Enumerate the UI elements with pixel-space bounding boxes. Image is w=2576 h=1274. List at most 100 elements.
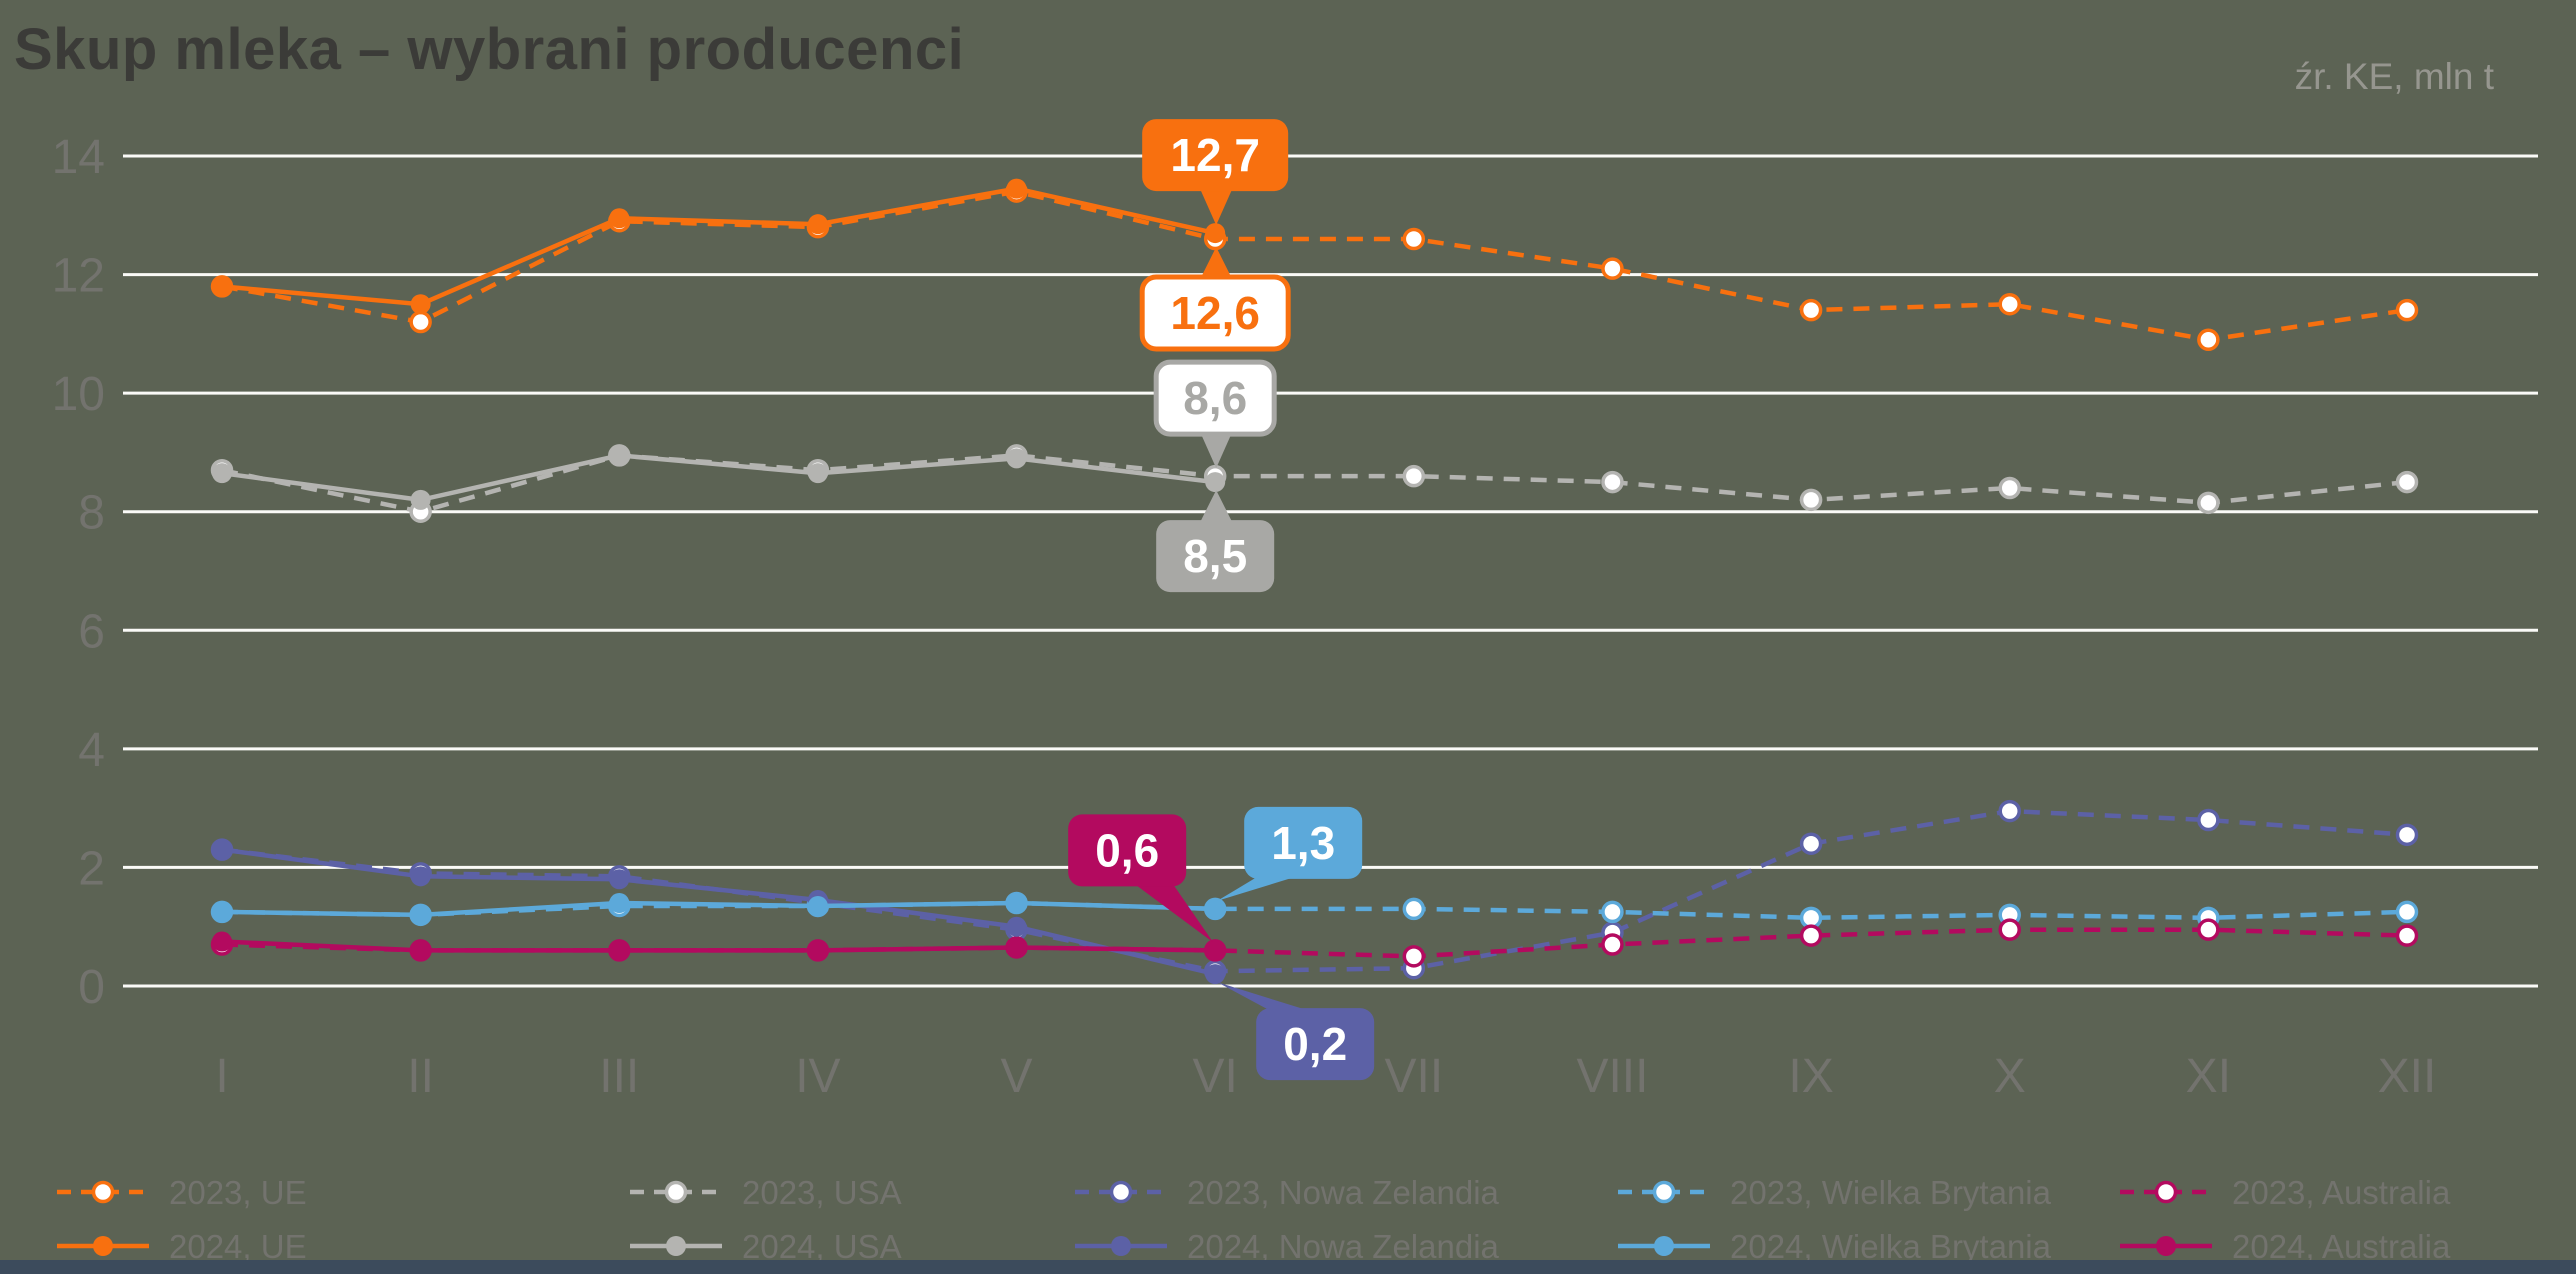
data-point-2023-ue bbox=[1998, 292, 2021, 316]
legend-item-2024-australia: 2024, Australia bbox=[2120, 1228, 2451, 1265]
callout-tail bbox=[1135, 884, 1214, 943]
x-tick-label: X bbox=[1994, 1050, 2026, 1103]
data-point-2023-usa bbox=[1402, 464, 1426, 488]
data-point-2024-australia bbox=[609, 940, 630, 961]
legend-marker-point bbox=[91, 1180, 115, 1204]
x-tick-label: III bbox=[599, 1050, 639, 1103]
callout-box bbox=[1244, 806, 1363, 879]
callout-tail bbox=[1200, 432, 1233, 469]
data-point-2023-nowa-zelandia bbox=[1998, 799, 2021, 823]
data-point-2024-wielka-brytania bbox=[410, 904, 431, 925]
data-point-2024-australia bbox=[1006, 937, 1027, 958]
legend-label: 2023, USA bbox=[742, 1174, 902, 1211]
data-point-2023-ue bbox=[2197, 328, 2220, 352]
callout-box bbox=[1139, 274, 1291, 352]
legend-label: 2024, Wielka Brytania bbox=[1730, 1228, 2052, 1265]
legend-item-2023-nowa-zelandia: 2023, Nowa Zelandia bbox=[1075, 1174, 1500, 1211]
legend-item-2024-ue: 2024, UE bbox=[57, 1228, 307, 1265]
data-point-2024-usa bbox=[1205, 472, 1226, 493]
data-point-2023-ue bbox=[1601, 257, 1624, 280]
data-point-2023-australia bbox=[1998, 918, 2021, 941]
data-point-2024-wielka-brytania bbox=[807, 895, 828, 916]
x-tick-label: VII bbox=[1384, 1050, 1443, 1103]
legend-label: 2023, Wielka Brytania bbox=[1730, 1174, 2052, 1211]
legend-item-2023-usa: 2023, USA bbox=[630, 1174, 902, 1211]
data-point-2024-ue bbox=[212, 276, 232, 297]
series-line-2024-ue bbox=[221, 186, 1216, 307]
data-point-2023-ue bbox=[409, 310, 432, 334]
callout-tail bbox=[1217, 876, 1296, 901]
data-point-2024-wielka-brytania bbox=[1006, 893, 1027, 913]
series-line-2024-australia bbox=[221, 939, 1216, 953]
legend-label: 2024, USA bbox=[742, 1228, 902, 1265]
series-line-2024-nowa-zelandia bbox=[221, 847, 1216, 977]
data-point-2024-australia bbox=[1205, 940, 1226, 961]
y-tick-label: 14 bbox=[52, 131, 105, 184]
chart-title: Skup mleka – wybrani producenci bbox=[14, 17, 965, 82]
legend-marker-point bbox=[93, 1236, 113, 1256]
legend-item-2023-australia: 2023, Australia bbox=[2120, 1174, 2451, 1211]
series-line-2023-wielka-brytania bbox=[221, 900, 2408, 921]
x-tick-label: XII bbox=[2378, 1050, 2437, 1103]
callout-box bbox=[1153, 359, 1277, 437]
data-point-2024-wielka-brytania bbox=[1205, 898, 1226, 919]
data-point-2024-nowa-zelandia bbox=[410, 866, 431, 887]
y-tick-label: 8 bbox=[78, 487, 105, 540]
legend-item-2023-wielka-brytania: 2023, Wielka Brytania bbox=[1618, 1174, 2052, 1211]
x-tick-label: VI bbox=[1193, 1050, 1238, 1103]
data-point-2023-wielka-brytania bbox=[2395, 900, 2419, 924]
data-point-2023-wielka-brytania bbox=[1601, 900, 1624, 924]
data-point-2024-ue bbox=[410, 294, 431, 315]
data-point-2023-ue bbox=[2395, 298, 2419, 322]
callout-label: 12,6 bbox=[1170, 287, 1260, 339]
y-tick-label: 12 bbox=[52, 250, 105, 303]
callout-tail bbox=[1200, 247, 1233, 279]
callout-label: 0,6 bbox=[1095, 824, 1159, 876]
data-point-2024-usa bbox=[609, 445, 630, 466]
callout-label: 1,3 bbox=[1271, 817, 1335, 869]
data-point-2024-nowa-zelandia bbox=[212, 839, 232, 860]
legend-label: 2024, Nowa Zelandia bbox=[1187, 1228, 1500, 1265]
data-point-2024-nowa-zelandia bbox=[609, 869, 630, 890]
y-tick-label: 2 bbox=[78, 842, 105, 895]
data-point-2024-australia bbox=[807, 940, 828, 961]
series-line-2023-ue bbox=[221, 189, 2408, 343]
source-note: źr. KE, mln t bbox=[2294, 56, 2494, 97]
data-point-2023-australia bbox=[2197, 918, 2220, 941]
data-point-2023-nowa-zelandia bbox=[2197, 808, 2220, 832]
y-tick-label: 6 bbox=[78, 605, 105, 658]
callout-box bbox=[1256, 1008, 1375, 1081]
data-point-2023-australia bbox=[1601, 933, 1624, 956]
data-point-2023-australia bbox=[2395, 924, 2419, 947]
legend-label: 2024, UE bbox=[169, 1228, 307, 1265]
legend-label: 2023, Nowa Zelandia bbox=[1187, 1174, 1500, 1211]
series-line-2024-wielka-brytania bbox=[221, 900, 1216, 918]
x-tick-label: VIII bbox=[1576, 1050, 1648, 1103]
legend-label: 2023, UE bbox=[169, 1174, 307, 1211]
data-point-2024-usa bbox=[807, 463, 828, 484]
callout-box bbox=[1068, 814, 1187, 887]
x-tick-label: XI bbox=[2186, 1050, 2231, 1103]
data-point-2023-australia bbox=[1402, 945, 1426, 968]
data-point-2024-australia bbox=[212, 931, 232, 952]
data-point-2023-usa bbox=[1799, 488, 1823, 512]
data-point-2023-wielka-brytania bbox=[1402, 897, 1426, 921]
legend-label: 2024, Australia bbox=[2232, 1228, 2451, 1265]
x-tick-label: IV bbox=[795, 1050, 840, 1103]
callout-tail bbox=[1200, 189, 1233, 226]
series-line-2023-usa bbox=[221, 453, 2408, 515]
data-point-2024-nowa-zelandia bbox=[1006, 916, 1027, 937]
legend-item-2024-usa: 2024, USA bbox=[630, 1228, 902, 1265]
data-point-2024-ue bbox=[1205, 223, 1226, 244]
footer-bar bbox=[0, 1260, 2576, 1274]
y-tick-label: 4 bbox=[78, 724, 105, 777]
data-point-2024-wielka-brytania bbox=[212, 901, 232, 922]
data-point-2024-ue bbox=[807, 214, 828, 235]
data-point-2023-usa bbox=[2197, 491, 2220, 515]
data-point-2024-australia bbox=[410, 940, 431, 961]
data-point-2024-ue bbox=[609, 208, 630, 229]
x-tick-label: II bbox=[407, 1050, 434, 1103]
data-point-2023-nowa-zelandia bbox=[2395, 823, 2419, 847]
y-tick-label: 0 bbox=[78, 961, 105, 1014]
data-point-2024-wielka-brytania bbox=[609, 893, 630, 913]
